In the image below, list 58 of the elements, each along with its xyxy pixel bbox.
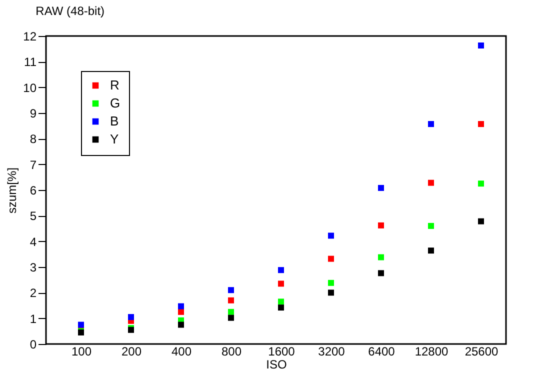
y-tick-label: 5: [30, 209, 37, 224]
point: [328, 280, 334, 286]
point: [478, 121, 484, 128]
x-tick-label: 6400: [368, 344, 396, 358]
point: [428, 180, 434, 186]
y-tick-label: 12: [23, 30, 37, 44]
y-tick-label: 3: [30, 260, 37, 274]
point: [228, 297, 234, 304]
x-tick-label: 3200: [318, 344, 346, 358]
x-tick-label: 800: [221, 344, 242, 358]
point: [428, 222, 434, 229]
point: [428, 248, 434, 254]
point: [228, 287, 234, 294]
point: [478, 218, 484, 224]
y-tick-label: 0: [30, 338, 37, 352]
x-tick-label: 200: [121, 344, 142, 358]
y-tick-label: 8: [30, 132, 37, 146]
point: [178, 303, 184, 310]
y-tick-label: 11: [24, 55, 37, 70]
y-tick-label: 2: [30, 286, 37, 300]
point: [78, 322, 84, 328]
point: [178, 308, 184, 315]
point: [278, 280, 284, 287]
point: [278, 304, 284, 311]
chart-title: RAW (48-bit): [36, 4, 105, 18]
point: [328, 256, 334, 262]
legend-label: Y: [110, 132, 119, 146]
point: [378, 184, 384, 191]
point: [378, 222, 384, 228]
point: [328, 290, 334, 296]
point: [378, 270, 384, 276]
y-tick-label: 1: [30, 312, 37, 326]
legend-label: R: [110, 78, 120, 92]
x-tick-label: 100: [71, 344, 92, 358]
legend-label: B: [110, 114, 119, 128]
point: [478, 180, 484, 187]
point: [278, 298, 284, 305]
point: [378, 254, 384, 260]
x-axis-title: ISO: [266, 358, 287, 372]
x-tick-label: 25600: [464, 344, 499, 358]
point: [428, 121, 434, 128]
x-tick-label: 400: [171, 344, 192, 358]
point: [178, 322, 184, 328]
point: [278, 267, 284, 274]
x-tick-label: 1600: [268, 344, 296, 358]
point: [128, 314, 134, 320]
y-axis-title: szum[%]: [5, 167, 20, 214]
legend-label: G: [110, 96, 120, 110]
point: [228, 308, 234, 315]
point: [328, 232, 334, 239]
y-tick-label: 7: [30, 158, 37, 172]
point: [228, 314, 234, 321]
y-tick-label: 4: [30, 234, 37, 249]
y-tick-label: 9: [30, 106, 37, 120]
point: [478, 42, 484, 48]
y-tick-label: 6: [30, 184, 37, 198]
x-tick-label: 12800: [414, 344, 449, 358]
y-tick-label: 10: [23, 80, 37, 95]
